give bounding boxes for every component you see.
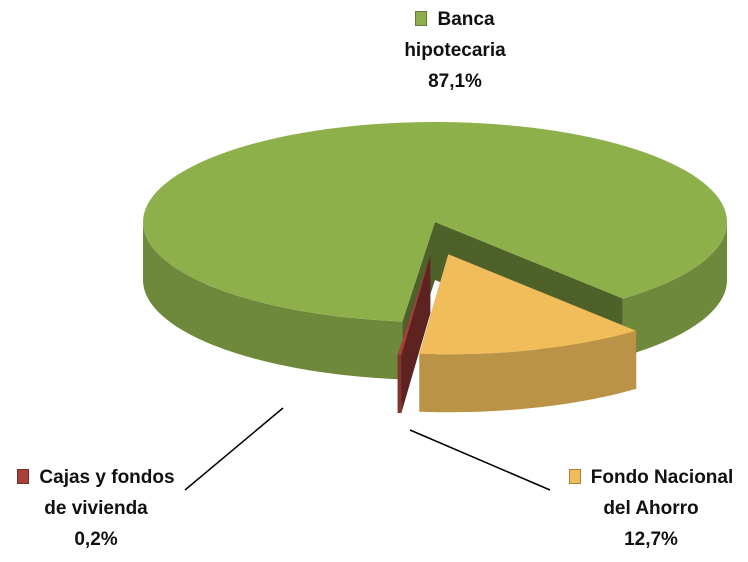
slice-side — [622, 222, 727, 357]
slice-value: 12,7% — [624, 529, 678, 550]
legend-swatch — [17, 469, 30, 484]
slice-label: Fondo Nacional del Ahorro 12,7% — [556, 462, 746, 555]
slice-value: 0,2% — [74, 529, 118, 550]
slice-name: Fondo Nacional del Ahorro — [590, 467, 734, 519]
slice-top — [397, 255, 431, 356]
slice-top — [419, 254, 637, 355]
slice-side — [143, 222, 403, 380]
slice-top — [143, 122, 727, 322]
slice-side — [397, 354, 402, 414]
slice-label: Cajas y fondos de vivienda 0,2% — [6, 462, 186, 555]
slice-name: Banca hipotecaria — [404, 9, 506, 61]
slice-side — [419, 330, 637, 413]
slice-name: Cajas y fondos de vivienda — [39, 467, 175, 519]
slice — [419, 254, 637, 413]
leader-line — [409, 429, 551, 491]
legend-swatch — [568, 469, 581, 484]
slice-value: 87,1% — [428, 71, 482, 92]
slice-label: Banca hipotecaria 87,1% — [370, 4, 540, 97]
slice-wall — [397, 255, 431, 413]
legend-swatch — [415, 11, 428, 26]
slice — [397, 255, 431, 414]
leader-line — [184, 407, 284, 491]
